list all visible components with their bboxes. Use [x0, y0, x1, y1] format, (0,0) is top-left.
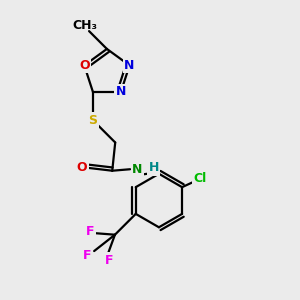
Text: F: F: [105, 254, 113, 267]
Text: N: N: [116, 85, 126, 98]
Text: S: S: [88, 114, 98, 127]
Text: F: F: [86, 225, 94, 238]
Text: H: H: [149, 161, 159, 174]
Text: N: N: [132, 163, 143, 176]
Text: O: O: [76, 161, 87, 174]
Text: Cl: Cl: [193, 172, 206, 185]
Text: N: N: [124, 59, 135, 72]
Text: CH₃: CH₃: [72, 19, 97, 32]
Text: O: O: [79, 59, 90, 72]
Text: F: F: [83, 249, 92, 262]
